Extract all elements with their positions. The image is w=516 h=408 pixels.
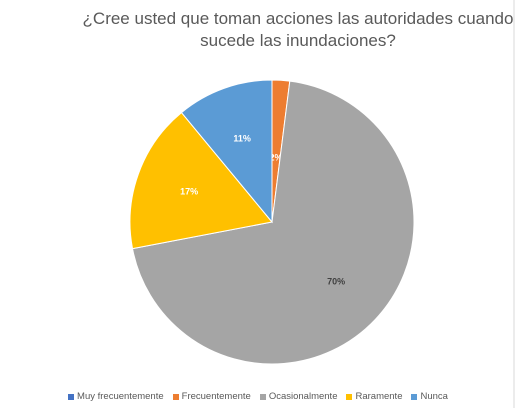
data-label: 11%	[233, 134, 251, 144]
legend: Muy frecuentemente Frecuentemente Ocasiona…	[0, 391, 516, 402]
legend-swatch	[411, 393, 418, 400]
pie-slice	[131, 80, 415, 365]
chart-title: ¿Cree usted que toman acciones las autor…	[82, 9, 514, 50]
legend-label: Raramente	[355, 391, 403, 402]
pie-slice	[129, 111, 273, 250]
legend-item: Muy frecuentemente	[68, 391, 164, 402]
legend-swatch	[68, 393, 75, 400]
legend-label: Frecuentemente	[181, 391, 251, 402]
legend-item: Ocasionalmente	[259, 391, 338, 402]
legend-swatch	[259, 393, 266, 400]
legend-label: Nunca	[420, 391, 448, 402]
legend-swatch	[346, 393, 353, 400]
legend-item: Nunca	[411, 391, 448, 402]
data-label: 17%	[180, 187, 198, 197]
legend-item: Raramente	[346, 391, 402, 402]
data-label: 70%	[327, 277, 345, 287]
legend-label: Ocasionalmente	[268, 391, 338, 402]
data-label: 2%	[270, 153, 283, 163]
legend-label: Muy frecuentemente	[77, 391, 164, 402]
legend-swatch	[172, 393, 179, 400]
pie-slice	[180, 79, 273, 224]
legend-item: Frecuentemente	[172, 391, 251, 402]
